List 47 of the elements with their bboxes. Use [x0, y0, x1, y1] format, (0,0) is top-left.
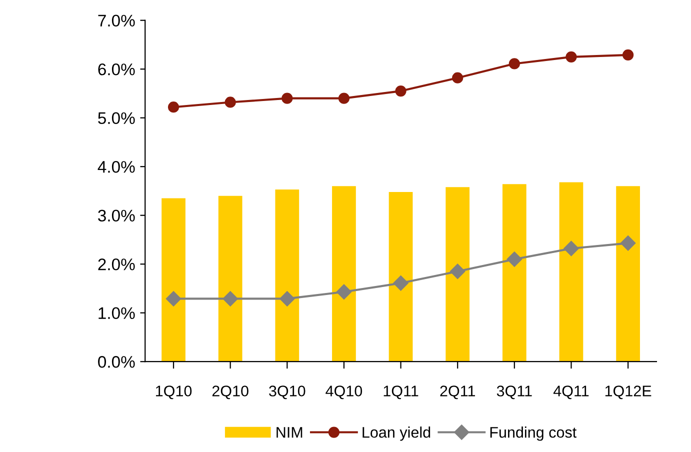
- x-tick-label: 2Q10: [212, 386, 248, 400]
- bar: [218, 196, 242, 362]
- x-tick-label: 1Q10: [156, 386, 192, 400]
- point: [452, 72, 464, 84]
- y-tick-label: 7.0%: [98, 14, 135, 27]
- x-tick-label: 2Q11: [440, 386, 475, 400]
- point: [566, 51, 577, 62]
- bar: [388, 192, 413, 362]
- point: [224, 96, 236, 108]
- y-tick-label: 2.0%: [98, 258, 135, 270]
- point: [282, 92, 293, 104]
- point: [450, 264, 466, 279]
- bar: [502, 184, 526, 362]
- point: [622, 49, 634, 61]
- point: [222, 291, 238, 306]
- x-tick-label: 3Q11: [496, 386, 532, 400]
- y-tick-label: 6.0%: [98, 63, 135, 76]
- point: [506, 252, 522, 267]
- x-tick-label: 1Q12E: [605, 386, 652, 400]
- bar: [616, 186, 640, 362]
- bar: [162, 198, 186, 362]
- point: [508, 58, 520, 70]
- point: [166, 291, 182, 306]
- point: [338, 92, 350, 104]
- y-tick-label: 0.0%: [98, 356, 135, 368]
- bar: [446, 187, 470, 362]
- point: [393, 276, 408, 291]
- point: [336, 284, 352, 300]
- point: [564, 240, 579, 256]
- x-tick-label: 1Q11: [384, 386, 418, 400]
- bar: [275, 190, 300, 362]
- bar: [332, 186, 356, 362]
- y-tick-label: 5.0%: [98, 112, 135, 124]
- legend-label: Funding cost: [490, 426, 576, 441]
- x-tick-label: 4Q11: [553, 386, 589, 400]
- y-tick-label: 3.0%: [98, 210, 135, 222]
- point: [168, 102, 180, 113]
- point: [395, 85, 406, 97]
- point: [620, 236, 636, 251]
- y-tick-label: 4.0%: [98, 160, 135, 173]
- point: [280, 291, 295, 306]
- y-tick-label: 1.0%: [98, 307, 135, 320]
- x-tick-label: 4Q10: [326, 386, 362, 400]
- x-tick-label: 3Q10: [269, 386, 306, 400]
- legend-label: NIM: [276, 427, 302, 438]
- bar: [559, 182, 584, 362]
- legend-label: Loan yield: [362, 426, 430, 441]
